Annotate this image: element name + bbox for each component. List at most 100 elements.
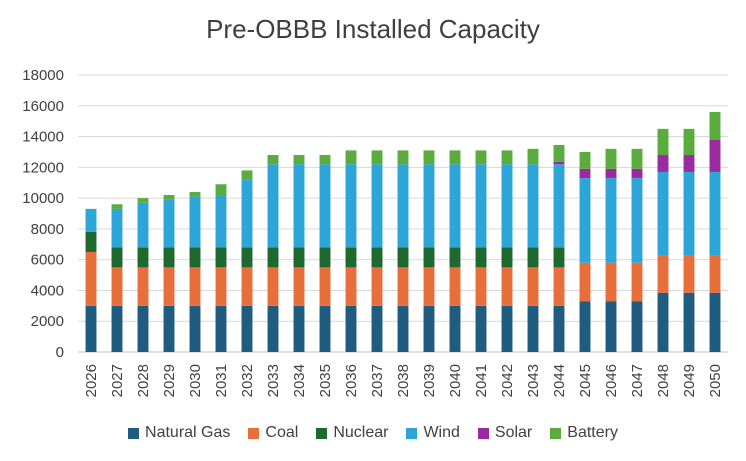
bar-segment-coal — [293, 267, 305, 306]
bar-segment-solar — [553, 161, 565, 165]
bar-segment-battery — [137, 198, 149, 203]
legend-swatch — [248, 427, 260, 439]
bar-segment-solar — [631, 168, 643, 179]
bar-segment-nuclear — [371, 247, 383, 268]
bar-segment-wind — [475, 164, 487, 248]
bars — [85, 111, 721, 352]
x-tick-label: 2039 — [421, 364, 438, 397]
bar-segment-nuclear — [527, 247, 539, 268]
x-tick-label: 2035 — [317, 364, 334, 397]
bar-segment-solar — [605, 168, 617, 179]
bar-segment-natural-gas — [111, 305, 123, 352]
bar-segment-wind — [709, 171, 721, 256]
x-tick-label: 2050 — [707, 364, 724, 397]
legend-label: Wind — [423, 424, 460, 441]
bar-segment-coal — [397, 267, 409, 306]
bar-segment-wind — [397, 164, 409, 248]
bar-segment-battery — [111, 204, 123, 209]
bar-segment-natural-gas — [189, 305, 201, 352]
y-tick-label: 14000 — [22, 129, 64, 146]
bar-segment-battery — [345, 150, 357, 165]
legend-swatch — [477, 427, 489, 439]
bar-segment-wind — [449, 164, 461, 248]
bar-segment-wind — [215, 195, 227, 248]
bar-segment-natural-gas — [631, 301, 643, 352]
bar-segment-coal — [501, 267, 513, 306]
legend-swatch — [128, 427, 140, 439]
bar-segment-nuclear — [111, 247, 123, 268]
bar-segment-natural-gas — [319, 305, 331, 352]
legend-swatch — [550, 427, 562, 439]
bar-segment-battery — [319, 155, 331, 165]
bar-segment-battery — [215, 184, 227, 196]
bar-segment-wind — [579, 178, 591, 263]
legend-item: Coal — [248, 424, 298, 442]
bar-segment-coal — [709, 255, 721, 293]
bar-segment-solar — [579, 168, 591, 179]
bar-segment-battery — [397, 150, 409, 165]
x-tick-label: 2028 — [135, 364, 152, 397]
bar-segment-wind — [163, 199, 175, 248]
bar-segment-coal — [631, 262, 643, 302]
legend-label: Natural Gas — [145, 424, 231, 441]
bar-segment-coal — [111, 267, 123, 306]
legend-item: Solar — [477, 424, 532, 442]
bar-segment-nuclear — [423, 247, 435, 268]
y-tick-label: 18000 — [22, 67, 64, 84]
bar-segment-wind — [371, 164, 383, 248]
bar-segment-wind — [267, 164, 279, 248]
bar-segment-nuclear — [319, 247, 331, 268]
y-tick-label: 2000 — [31, 313, 64, 330]
bar-segment-battery — [189, 191, 201, 197]
bar-segment-coal — [553, 267, 565, 306]
bar-segment-natural-gas — [475, 305, 487, 352]
bar-segment-solar — [709, 139, 721, 172]
bar-segment-natural-gas — [293, 305, 305, 352]
x-tick-label: 2032 — [239, 364, 256, 397]
bar-segment-coal — [475, 267, 487, 306]
bar-segment-natural-gas — [709, 292, 721, 352]
legend-item: Natural Gas — [128, 424, 230, 442]
bar-segment-coal — [449, 267, 461, 306]
bar-segment-coal — [85, 251, 97, 306]
bar-segment-natural-gas — [553, 305, 565, 352]
bar-segment-coal — [657, 255, 669, 293]
bar-segment-battery — [553, 145, 565, 162]
x-tick-label: 2031 — [213, 364, 230, 397]
bar-segment-battery — [631, 148, 643, 169]
bar-segment-natural-gas — [657, 292, 669, 352]
legend-swatch — [406, 427, 418, 439]
bar-segment-natural-gas — [397, 305, 409, 352]
bar-segment-battery — [683, 128, 695, 156]
bar-segment-nuclear — [163, 247, 175, 268]
bar-segment-wind — [241, 179, 253, 248]
y-tick-label: 10000 — [22, 190, 64, 207]
bar-segment-battery — [293, 155, 305, 165]
bar-segment-wind — [501, 164, 513, 248]
bar-segment-nuclear — [553, 247, 565, 268]
bar-segment-natural-gas — [501, 305, 513, 352]
x-tick-label: 2041 — [473, 364, 490, 397]
bar-segment-solar — [683, 155, 695, 172]
x-tick-label: 2049 — [681, 364, 698, 397]
legend-item: Battery — [550, 424, 618, 442]
y-tick-label: 16000 — [22, 98, 64, 115]
bar-segment-battery — [501, 150, 513, 165]
x-axis-ticks: 2026 2027 2028 2029 2030 2031 2032 2033 2034 2035… — [83, 364, 724, 397]
x-tick-label: 2048 — [655, 364, 672, 397]
bar-segment-natural-gas — [267, 305, 279, 352]
bar-segment-nuclear — [267, 247, 279, 268]
bar-segment-wind — [553, 164, 565, 248]
x-tick-label: 2042 — [499, 364, 516, 397]
bar-segment-natural-gas — [345, 305, 357, 352]
bar-segment-wind — [111, 208, 123, 248]
bar-segment-natural-gas — [579, 301, 591, 352]
bar-segment-battery — [449, 150, 461, 165]
x-tick-label: 2047 — [629, 364, 646, 397]
legend-label: Nuclear — [333, 424, 389, 441]
bar-segment-nuclear — [85, 231, 97, 252]
x-tick-label: 2030 — [187, 364, 204, 397]
bar-segment-coal — [527, 267, 539, 306]
y-tick-label: 4000 — [31, 282, 64, 299]
bar-segment-nuclear — [397, 247, 409, 268]
